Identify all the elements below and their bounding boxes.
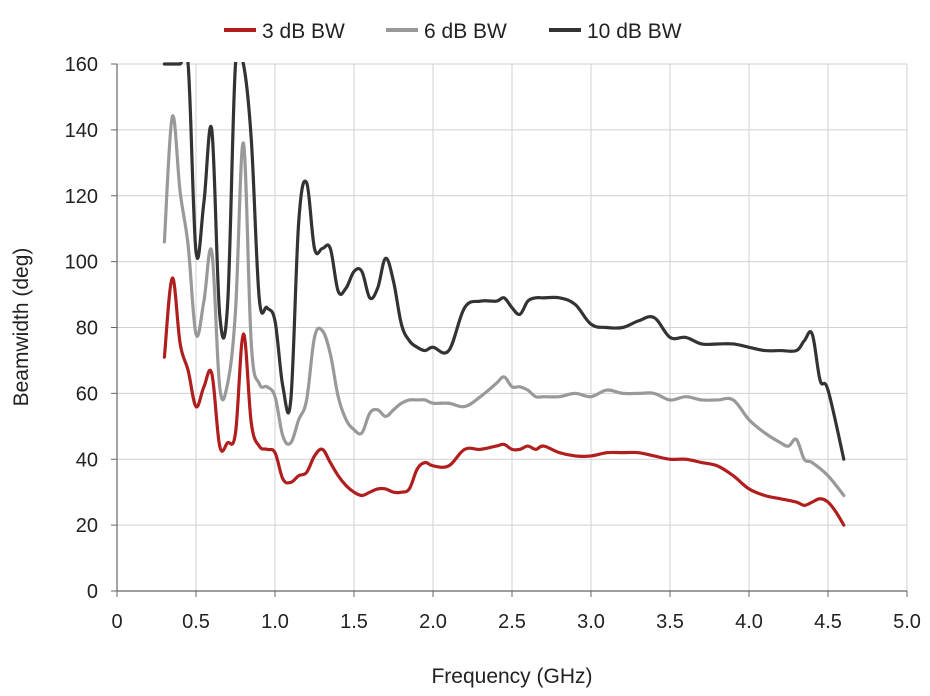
legend-item-10-db-bw: 10 dB BW <box>549 20 682 43</box>
x-axis-title: Frequency (GHz) <box>431 665 592 688</box>
legend-label: 10 dB BW <box>587 20 682 43</box>
y-tick-label: 160 <box>65 54 98 76</box>
series-line-3-db-bw <box>162 276 846 527</box>
x-tick-label: 1.5 <box>340 611 368 633</box>
x-tick-label: 4.0 <box>735 611 763 633</box>
y-tick-label: 120 <box>65 186 98 208</box>
y-tick-label: 80 <box>76 318 98 340</box>
y-tick-label: 60 <box>76 383 98 405</box>
y-axis-title: Beamwidth (deg) <box>10 248 33 407</box>
x-tick-label: 2.0 <box>419 611 447 633</box>
axes <box>111 63 908 597</box>
x-tick-label: 3.0 <box>577 611 605 633</box>
legend-item-6-db-bw: 6 dB BW <box>386 20 507 43</box>
y-tick-label: 0 <box>87 581 98 603</box>
series-group <box>162 62 846 527</box>
grid <box>117 63 908 591</box>
y-tick-label: 140 <box>65 120 98 142</box>
legend: 3 dB BW 6 dB BW 10 dB BW <box>224 20 682 43</box>
y-tick-label: 100 <box>65 252 98 274</box>
y-tick-labels: 0 20 40 60 80 100 120 140 160 <box>65 54 98 603</box>
x-tick-label: 1.0 <box>261 611 289 633</box>
legend-label: 6 dB BW <box>424 20 507 43</box>
x-tick-label: 3.5 <box>656 611 684 633</box>
x-tick-label: 4.5 <box>814 611 842 633</box>
x-tick-label: 5.0 <box>893 611 921 633</box>
series-line-10-db-bw <box>162 62 846 461</box>
series-line-6-db-bw <box>162 114 846 498</box>
y-tick-label: 40 <box>76 449 98 471</box>
legend-item-3-db-bw: 3 dB BW <box>224 20 345 43</box>
legend-label: 3 dB BW <box>262 20 345 43</box>
x-tick-label: 0 <box>111 611 122 633</box>
x-tick-labels: 0 0.5 1.0 1.5 2.0 2.5 3.0 3.5 4.0 4.5 5.0 <box>111 611 920 633</box>
x-tick-label: 0.5 <box>182 611 210 633</box>
y-tick-label: 20 <box>76 515 98 537</box>
x-tick-label: 2.5 <box>498 611 526 633</box>
